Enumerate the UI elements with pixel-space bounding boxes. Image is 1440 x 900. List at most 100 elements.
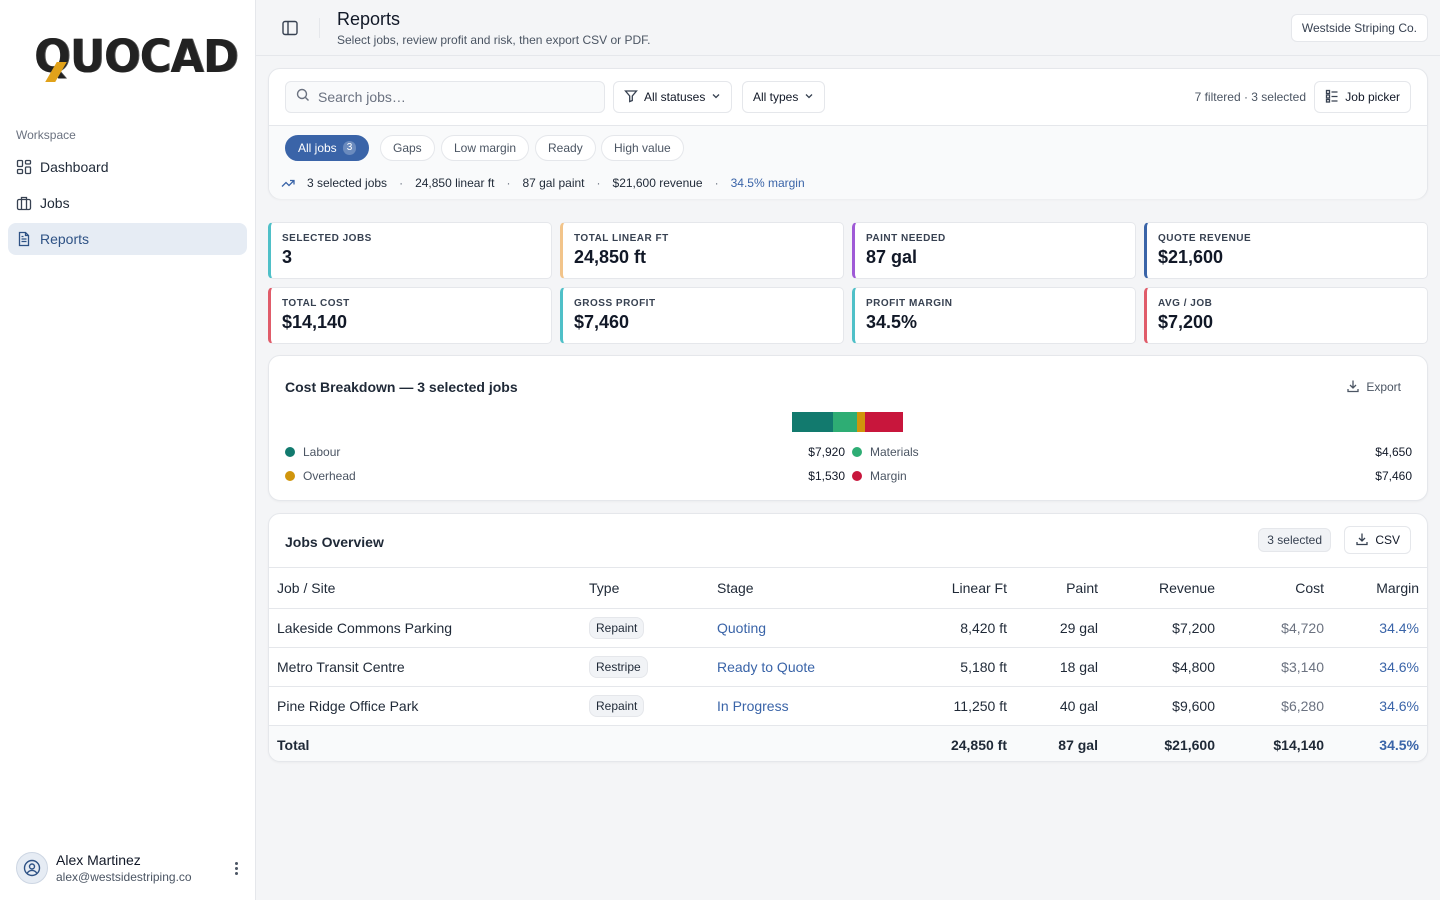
logo-text: QUOCAD: [34, 30, 239, 83]
filter-chips-bar: All jobs 3 Gaps Low margin Ready High va…: [269, 125, 1427, 199]
legend-label: Materials: [870, 445, 919, 459]
kpi-avg-per-job: AVG / JOB $7,200: [1144, 287, 1428, 344]
cell-paint: 40 gal: [1015, 686, 1106, 726]
kpi-paint-needed: PAINT NEEDED 87 gal: [852, 222, 1136, 279]
type-pill: Restripe: [589, 656, 648, 678]
download-icon: [1346, 379, 1360, 396]
type-filter-dropdown[interactable]: All types: [742, 81, 826, 113]
cell-linear-ft: 5,180 ft: [869, 647, 1015, 687]
user-email: alex@westsidestriping.co: [56, 870, 192, 884]
cell-cost: $4,720: [1223, 608, 1332, 648]
legend-label: Labour: [303, 445, 341, 459]
summary-selected: 3 selected jobs: [307, 176, 388, 190]
kpi-label: GROSS PROFIT: [574, 298, 656, 309]
user-profile[interactable]: Alex Martinez alex@westsidestriping.co: [16, 848, 244, 888]
total-revenue: $21,600: [1106, 725, 1223, 761]
nav-item-dashboard[interactable]: Dashboard: [8, 151, 247, 183]
kpi-selected-jobs: SELECTED JOBS 3: [268, 222, 552, 279]
kpi-value: 87 gal: [866, 247, 918, 267]
table-header-row: Job / Site Type Stage Linear Ft Paint Re…: [269, 567, 1427, 609]
filter-icon: [624, 89, 638, 106]
chip-all-jobs[interactable]: All jobs 3: [285, 135, 370, 161]
header-divider: [319, 18, 320, 38]
jobs-overview-card: Jobs Overview 3 selected CSV Job / Site …: [268, 513, 1428, 762]
cost-segment-materials: [832, 412, 857, 432]
legend-margin: Margin $7,460: [852, 466, 1412, 486]
kpi-label: TOTAL LINEAR FT: [574, 233, 669, 244]
status-filter-dropdown[interactable]: All statuses: [613, 81, 733, 113]
chip-low-margin[interactable]: Low margin: [441, 135, 530, 161]
type-pill: Repaint: [589, 695, 645, 717]
company-selector[interactable]: Westside Striping Co.: [1290, 14, 1428, 42]
nav-item-jobs[interactable]: Jobs: [8, 187, 247, 219]
col-cost[interactable]: Cost: [1223, 567, 1332, 609]
selection-summary: 3 selected jobs · 24,850 linear ft · 87 …: [281, 176, 805, 190]
table-row[interactable]: Metro Transit Centre Restripe Ready to Q…: [269, 647, 1427, 687]
cell-job-site: Pine Ridge Office Park: [269, 686, 581, 726]
kpi-gross-profit: GROSS PROFIT $7,460: [560, 287, 844, 344]
col-revenue[interactable]: Revenue: [1106, 567, 1223, 609]
summary-separator: ·: [506, 176, 511, 190]
job-picker-button[interactable]: Job picker: [1314, 81, 1411, 113]
col-stage[interactable]: Stage: [709, 567, 869, 609]
csv-export-button[interactable]: CSV: [1344, 526, 1411, 554]
list-check-icon: [1325, 89, 1339, 106]
type-filter-label: All types: [753, 90, 799, 104]
cell-type: Repaint: [581, 686, 709, 726]
legend-label: Margin: [870, 469, 907, 483]
cost-segment-overhead: [856, 412, 865, 432]
search-input[interactable]: [318, 89, 598, 105]
cost-stacked-bar: [792, 412, 903, 432]
kpi-value: 34.5%: [866, 312, 918, 332]
chip-gaps[interactable]: Gaps: [380, 135, 435, 161]
table-total-row: Total 24,850 ft 87 gal $21,600 $14,140 3…: [269, 725, 1427, 761]
page-subtitle: Select jobs, review profit and risk, the…: [337, 33, 651, 47]
cost-segment-labour: [792, 412, 833, 432]
col-margin[interactable]: Margin: [1332, 567, 1427, 609]
chip-label: All jobs: [298, 141, 337, 155]
kpi-value: $7,460: [574, 312, 630, 332]
legend-labour: Labour $7,920: [285, 442, 845, 462]
sidebar-toggle-icon[interactable]: [280, 18, 300, 38]
table-row[interactable]: Pine Ridge Office Park Repaint In Progre…: [269, 686, 1427, 726]
col-job-site[interactable]: Job / Site: [269, 567, 581, 609]
cell-margin: 34.6%: [1332, 647, 1427, 687]
export-button[interactable]: Export: [1336, 374, 1411, 400]
col-type[interactable]: Type: [581, 567, 709, 609]
kpi-quote-revenue: QUOTE REVENUE $21,600: [1144, 222, 1428, 279]
kpi-value: $21,600: [1158, 247, 1224, 267]
cost-breakdown-card: Cost Breakdown — 3 selected jobs Export …: [268, 355, 1428, 501]
total-linear-ft: 24,850 ft: [869, 725, 1015, 761]
cost-segment-margin: [864, 412, 903, 432]
summary-separator: ·: [714, 176, 719, 190]
cell-cost: $3,140: [1223, 647, 1332, 687]
nav-item-reports[interactable]: Reports: [8, 223, 247, 255]
col-paint[interactable]: Paint: [1015, 567, 1106, 609]
type-pill: Repaint: [589, 617, 645, 639]
export-label: Export: [1366, 380, 1401, 394]
col-linear-ft[interactable]: Linear Ft: [869, 567, 1015, 609]
status-filter-label: All statuses: [644, 90, 706, 104]
chip-ready[interactable]: Ready: [535, 135, 596, 161]
kpi-total-linear-ft: TOTAL LINEAR FT 24,850 ft: [560, 222, 844, 279]
kpi-profit-margin: PROFIT MARGIN 34.5%: [852, 287, 1136, 344]
cell-type: Restripe: [581, 647, 709, 687]
legend-value: $7,460: [1375, 469, 1412, 483]
more-vertical-icon[interactable]: [228, 858, 244, 878]
chip-high-value[interactable]: High value: [601, 135, 684, 161]
cell-margin: 34.4%: [1332, 608, 1427, 648]
total-cost: $14,140: [1223, 725, 1332, 761]
quocad-logo[interactable]: QUOCAD: [34, 30, 239, 83]
chevron-down-icon: [711, 90, 721, 104]
kpi-label: PAINT NEEDED: [866, 233, 946, 244]
kpi-value: 24,850 ft: [574, 247, 647, 267]
chip-count: 3: [342, 141, 357, 155]
table-row[interactable]: Lakeside Commons Parking Repaint Quoting…: [269, 608, 1427, 648]
legend-value: $4,650: [1375, 445, 1412, 459]
summary-separator: ·: [596, 176, 601, 190]
search-box[interactable]: [285, 81, 605, 113]
kpi-value: $7,200: [1158, 312, 1214, 332]
jobs-overview-title: Jobs Overview: [285, 534, 384, 550]
search-icon: [296, 88, 310, 107]
materials-dot: [852, 447, 862, 457]
